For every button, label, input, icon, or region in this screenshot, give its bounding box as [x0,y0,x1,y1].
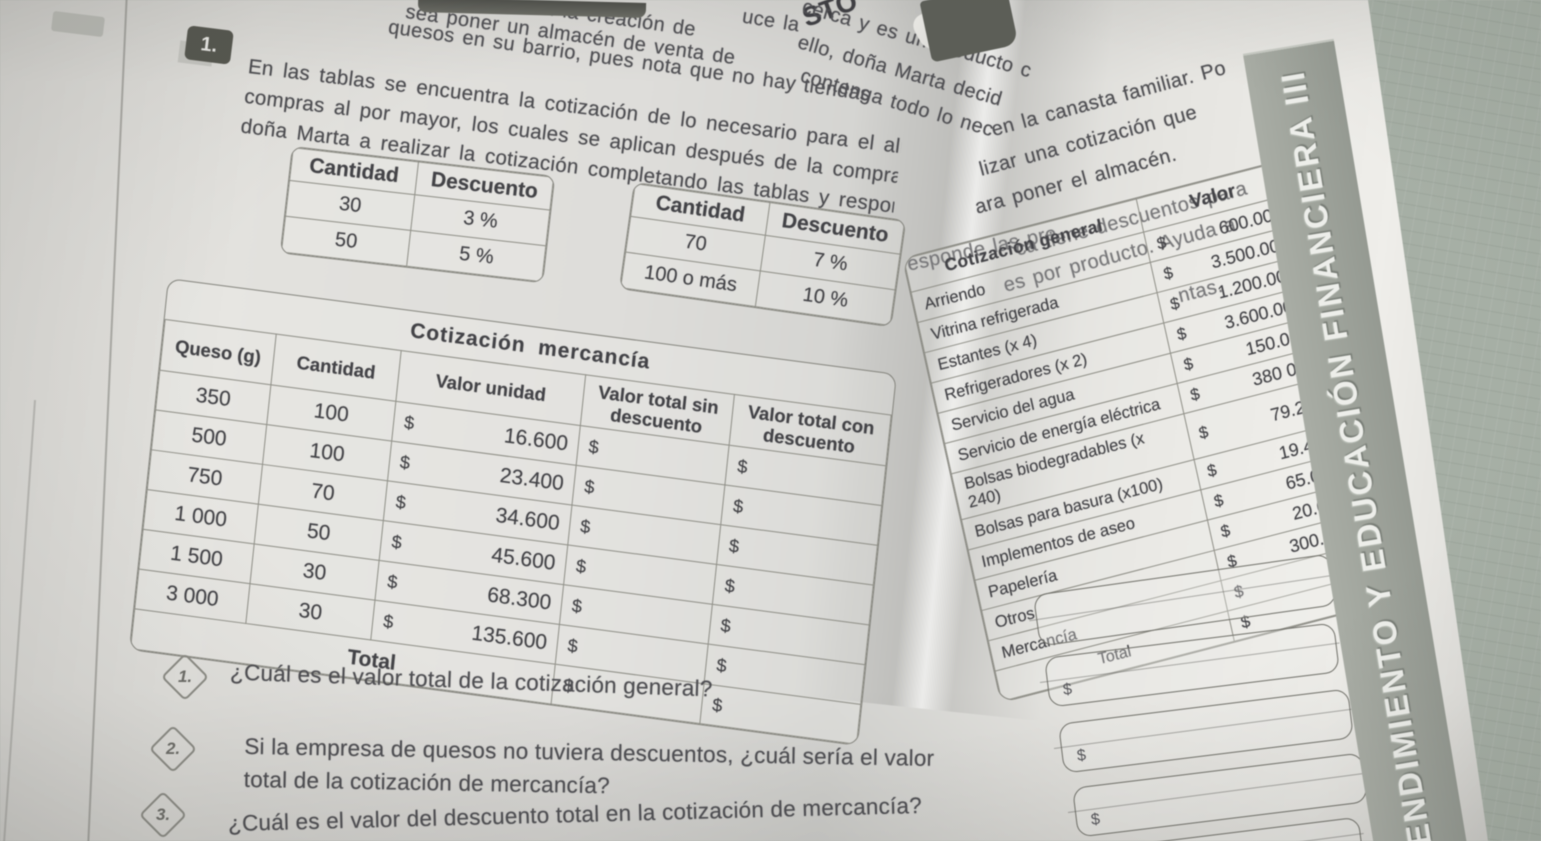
currency-sign: $ [579,515,592,538]
currency-sign: $ [1076,746,1088,765]
currency-sign: $ [1205,460,1219,481]
amount: 135.600 [470,621,549,654]
currency-sign: $ [583,476,596,498]
currency-sign: $ [1218,521,1232,541]
currency-sign: $ [575,555,588,577]
question-number: 2. [165,739,181,758]
currency-sign: $ [1175,323,1189,344]
currency-sign: $ [719,615,732,637]
amount: 34.600 [494,503,561,535]
question-number: 3. [155,805,171,824]
amount: 45.600 [490,543,557,575]
question-number: 1. [177,667,193,686]
currency-sign: $ [1161,263,1175,284]
currency-sign: $ [570,595,583,617]
currency-sign: $ [1212,490,1226,511]
currency-sign: $ [1062,680,1074,699]
currency-sign: $ [715,654,728,677]
currency-sign: $ [390,531,403,553]
currency-sign: $ [736,455,749,478]
currency-sign: $ [399,451,412,474]
currency-sign: $ [728,535,741,557]
currency-sign: $ [1090,810,1102,829]
currency-sign: $ [1168,293,1182,314]
currency-sign: $ [1181,354,1195,375]
amount: 68.300 [486,582,553,615]
currency-sign: $ [1155,233,1168,253]
currency-sign: $ [711,694,724,716]
currency-sign: $ [566,635,579,657]
currency-sign: $ [403,412,416,434]
currency-sign: $ [1188,384,1202,405]
currency-sign: $ [732,495,745,517]
amount: 16.600 [502,423,570,456]
currency-sign: $ [723,575,736,597]
activity-number-badge: 1. [184,25,234,65]
currency-sign: $ [1197,422,1210,443]
currency-sign: $ [386,571,399,593]
currency-sign: $ [394,491,407,513]
amount: 23.400 [498,463,565,495]
currency-sign: $ [382,611,395,633]
currency-sign: $ [587,436,600,458]
